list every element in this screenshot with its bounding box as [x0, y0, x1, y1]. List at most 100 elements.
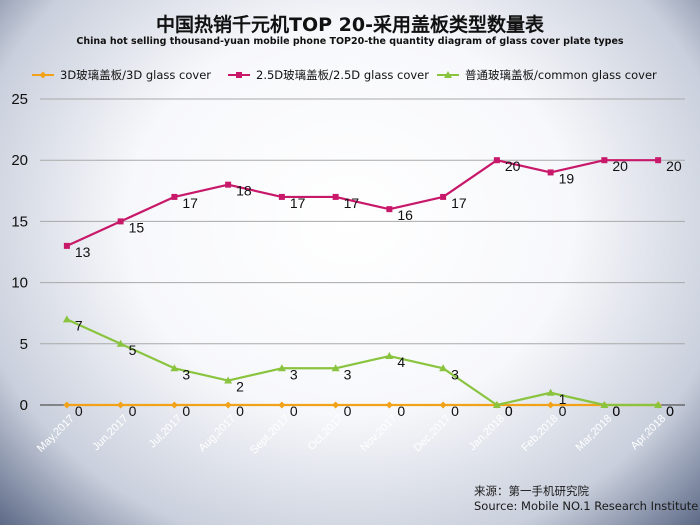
- series-1-data-label-7: 17: [451, 195, 467, 211]
- series-0-point-0: [63, 401, 71, 409]
- series-0-point-1: [117, 401, 125, 409]
- chart-title: 中国热销千元机TOP 20-采用盖板类型数量表: [156, 14, 544, 36]
- series-1-data-label-8: 20: [505, 158, 521, 174]
- x-tick-label-5: Oct,2017: [306, 413, 346, 453]
- legend-label-0: 3D玻璃盖板/3D glass cover: [60, 68, 211, 82]
- legend-marker-2: [444, 71, 452, 78]
- series-1-point-0: [63, 242, 70, 249]
- series-0-data-label-4: 0: [290, 403, 298, 419]
- series-1-point-9: [547, 169, 554, 176]
- series-2-point-11: [654, 401, 663, 408]
- series-1-point-4: [278, 193, 285, 200]
- legend-label-2: 普通玻璃盖板/common glass cover: [465, 68, 657, 82]
- series-2-data-label-9: 1: [559, 391, 567, 407]
- series-2-data-label-2: 3: [182, 366, 190, 382]
- series-0-point-9: [547, 401, 555, 409]
- x-tick-label-9: Feb,2018: [519, 413, 560, 454]
- y-tick-label-0: 0: [20, 397, 28, 414]
- series-1-point-1: [117, 218, 124, 225]
- x-tick-label-6: Nov,2017: [358, 413, 399, 454]
- series-2-data-label-7: 3: [451, 366, 459, 382]
- source-line-en: Source: Mobile NO.1 Research Institute: [474, 499, 699, 513]
- x-tick-label-8: Jan,2018: [467, 413, 507, 453]
- series-0-data-label-5: 0: [344, 403, 352, 419]
- series-2-data-label-3: 2: [236, 379, 244, 395]
- series-2-point-6: [385, 352, 394, 360]
- x-tick-label-3: Aug,2017: [196, 413, 238, 455]
- legend-marker-1: [236, 72, 242, 78]
- legend-label-1: 2.5D玻璃盖板/2.5D glass cover: [256, 68, 429, 82]
- series-1-point-6: [386, 206, 393, 213]
- series-0-data-label-10: 0: [612, 403, 620, 419]
- series-0-data-label-1: 0: [129, 403, 137, 419]
- legend-marker-0: [39, 71, 47, 79]
- series-1-data-label-3: 18: [236, 183, 252, 199]
- series-1-point-8: [493, 157, 500, 164]
- chart-subtitle: China hot selling thousand-yuan mobile p…: [76, 36, 624, 47]
- series-0-data-label-8: 0: [505, 403, 513, 419]
- series-0-data-label-11: 0: [666, 403, 674, 419]
- source-line-cn: 来源：第一手机研究院: [474, 484, 589, 498]
- series-2-point-4: [277, 364, 286, 372]
- series-1-data-label-11: 20: [666, 158, 682, 174]
- series-0-data-label-7: 0: [451, 403, 459, 419]
- series-2-data-label-0: 7: [75, 317, 83, 333]
- series-2-data-label-1: 5: [129, 342, 137, 358]
- series-2-point-0: [62, 315, 71, 323]
- series-0-data-label-9: 0: [559, 403, 567, 419]
- series-1-data-label-2: 17: [182, 195, 198, 211]
- series-0-point-4: [278, 401, 286, 409]
- series-2-point-3: [224, 376, 233, 384]
- series-2-point-8: [492, 401, 501, 408]
- series-0-data-label-6: 0: [397, 403, 405, 419]
- series-2-point-1: [116, 339, 125, 347]
- series-2-data-label-11: 0: [666, 403, 674, 419]
- x-tick-label-2: Jul,2017: [147, 413, 185, 451]
- y-tick-label-20: 20: [11, 152, 28, 169]
- source-note: 来源：第一手机研究院 Source: Mobile NO.1 Research …: [474, 484, 698, 514]
- series-0-point-2: [170, 401, 178, 409]
- y-tick-label-15: 15: [11, 213, 28, 230]
- series-1-point-2: [171, 193, 178, 200]
- series-1-data-label-5: 17: [344, 195, 360, 211]
- series-1-data-label-10: 20: [612, 158, 628, 174]
- y-tick-label-5: 5: [20, 336, 28, 353]
- x-tick-label-1: Jun,2017: [90, 413, 130, 453]
- series-2-point-9: [546, 388, 555, 396]
- series-2-point-7: [439, 364, 448, 372]
- series-1-point-10: [601, 157, 608, 164]
- series-0-data-label-3: 0: [236, 403, 244, 419]
- y-tick-label-25: 25: [11, 91, 28, 108]
- series-2-data-label-10: 0: [612, 403, 620, 419]
- series-1-data-label-4: 17: [290, 195, 306, 211]
- series-2-point-5: [331, 364, 340, 372]
- series-0-point-7: [439, 401, 447, 409]
- series-line-1: [66, 159, 659, 247]
- series-0-point-5: [332, 401, 340, 409]
- series-0-data-label-2: 0: [182, 403, 190, 419]
- series-2-data-label-8: 0: [505, 403, 513, 419]
- series-1-point-3: [225, 181, 232, 188]
- x-tick-label-4: Sept,2017: [248, 413, 292, 457]
- series-0-point-6: [385, 401, 393, 409]
- series-0-point-3: [224, 401, 232, 409]
- series-2-data-label-4: 3: [290, 366, 298, 382]
- series-2-point-10: [600, 401, 609, 408]
- series-2-data-label-6: 4: [397, 354, 405, 370]
- series-2-point-2: [170, 364, 179, 372]
- series-1-point-7: [440, 193, 447, 200]
- series-1-data-label-0: 13: [75, 244, 91, 260]
- series-1-data-label-9: 19: [559, 170, 575, 186]
- x-tick-label-0: May,2017: [35, 413, 77, 455]
- x-tick-label-7: Dec,2017: [411, 413, 453, 455]
- series-1-point-5: [332, 193, 339, 200]
- series-0-data-label-0: 0: [75, 403, 83, 419]
- series-line-2: [66, 318, 659, 407]
- y-tick-label-10: 10: [11, 275, 28, 292]
- series-1-point-11: [655, 157, 662, 164]
- series-1-data-label-1: 15: [129, 219, 145, 235]
- series-1-data-label-6: 16: [397, 207, 413, 223]
- x-tick-label-11: Apr,2018: [629, 413, 669, 453]
- series-2-data-label-5: 3: [344, 366, 352, 382]
